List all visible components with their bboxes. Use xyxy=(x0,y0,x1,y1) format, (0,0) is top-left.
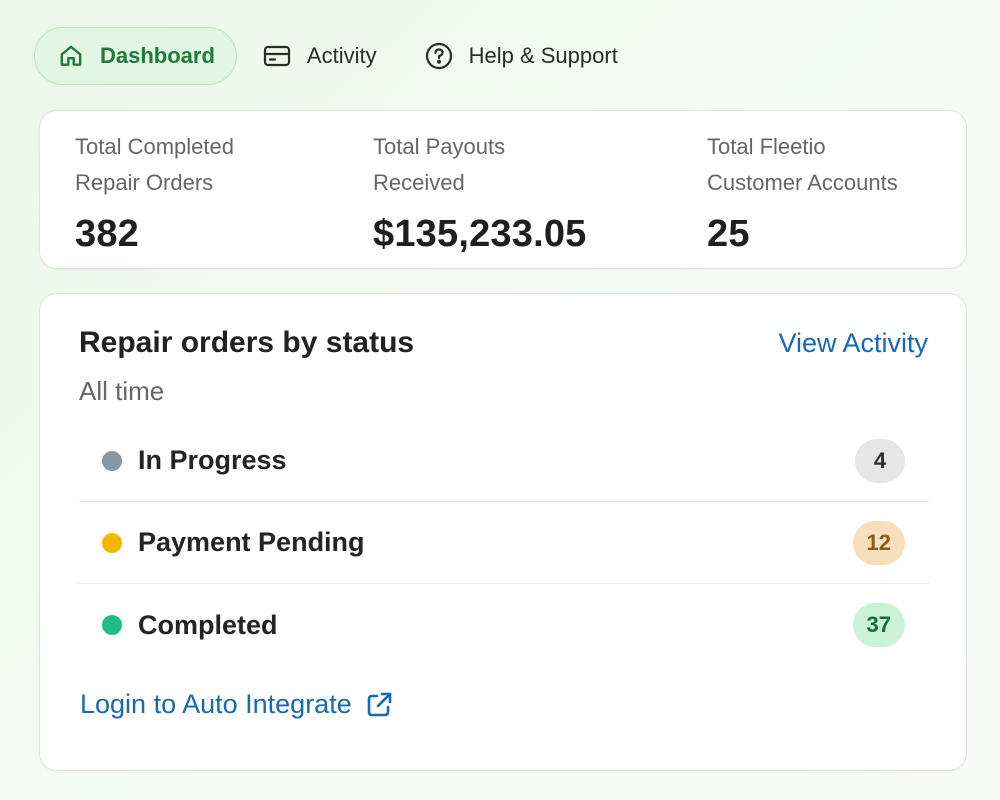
stat-completed-repair-orders: Total Completed Repair Orders 382 xyxy=(75,129,234,256)
stat-value: 25 xyxy=(707,213,750,255)
nav-dashboard-label: Dashboard xyxy=(100,43,215,68)
status-label: In Progress xyxy=(138,445,287,475)
repair-orders-status-card: Repair orders by status All time View Ac… xyxy=(39,293,967,771)
nav-dashboard[interactable]: Dashboard xyxy=(34,27,237,85)
stat-label-line1: Total Payouts xyxy=(373,134,506,159)
status-dot xyxy=(102,532,122,553)
stat-label-line1: Total Completed xyxy=(75,134,234,159)
top-nav: Dashboard Activity Help & Support xyxy=(34,27,618,85)
nav-help-support[interactable]: Help & Support xyxy=(425,27,618,85)
login-link-label: Login to Auto Integrate xyxy=(80,689,352,719)
stat-customer-accounts: Total Fleetio Customer Accounts 25 xyxy=(707,129,898,256)
nav-activity-label: Activity xyxy=(306,43,377,68)
credit-card-icon xyxy=(263,42,291,70)
stat-value: $135,233.05 xyxy=(373,213,587,255)
status-dot xyxy=(102,450,122,471)
status-label: Completed xyxy=(138,609,278,640)
card-subtitle: All time xyxy=(79,376,165,406)
nav-activity[interactable]: Activity xyxy=(263,27,377,85)
count-badge: 12 xyxy=(852,520,905,565)
card-title: Repair orders by status xyxy=(79,326,415,359)
nav-help-support-label: Help & Support xyxy=(468,43,618,68)
status-row-in-progress: In Progress 4 xyxy=(78,420,929,502)
status-label: Payment Pending xyxy=(138,527,365,557)
external-link-icon xyxy=(364,690,394,720)
view-activity-link[interactable]: View Activity xyxy=(778,328,928,358)
stat-label-line2: Received xyxy=(373,170,465,195)
stat-label-line2: Customer Accounts xyxy=(707,170,898,195)
question-circle-icon xyxy=(425,42,453,70)
status-row-payment-pending: Payment Pending 12 xyxy=(78,502,929,584)
status-list: In Progress 4 Payment Pending 12 Complet… xyxy=(78,420,929,666)
stat-label-line2: Repair Orders xyxy=(75,170,214,195)
status-row-completed: Completed 37 xyxy=(78,584,929,666)
count-badge: 37 xyxy=(852,603,905,647)
stats-card: Total Completed Repair Orders 382 Total … xyxy=(39,110,967,269)
home-icon xyxy=(57,42,85,70)
login-auto-integrate-link[interactable]: Login to Auto Integrate xyxy=(80,689,394,720)
stat-total-payouts: Total Payouts Received $135,233.05 xyxy=(373,129,587,256)
count-badge: 4 xyxy=(855,438,905,483)
stat-value: 382 xyxy=(75,213,140,255)
stat-label-line1: Total Fleetio xyxy=(707,134,826,159)
status-dot xyxy=(102,615,122,635)
